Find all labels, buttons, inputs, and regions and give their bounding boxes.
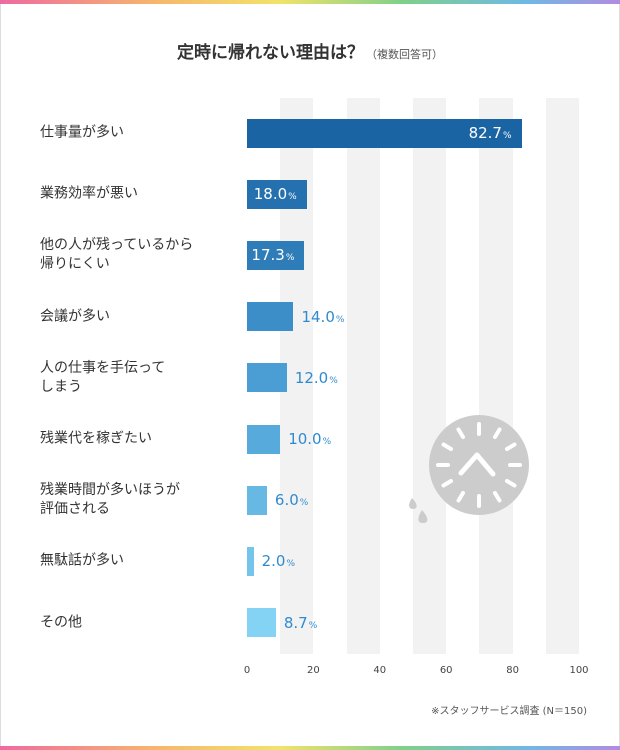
bar — [247, 240, 305, 270]
x-tick-label: 40 — [373, 665, 387, 676]
category-label: 会議が多い — [40, 307, 240, 326]
category-label: 業務効率が悪い — [40, 185, 240, 204]
category-label-line: 業務効率が悪い — [40, 185, 138, 202]
bar-value-label: 10.0% — [288, 430, 331, 448]
bar-value-number: 6.0 — [274, 491, 299, 510]
category-label-line: 人の仕事を手伝って — [40, 359, 166, 376]
category-label-line: 会議が多い — [40, 308, 110, 325]
bar-value-label: 6.0% — [275, 491, 308, 509]
chart-title: 定時に帰れない理由は？ （複数回答可） — [0, 38, 620, 63]
bar-value-unit: % — [329, 375, 338, 386]
category-label-line: 残業時間が多いほうが — [40, 482, 180, 499]
category-label-line: 帰りにくい — [40, 256, 110, 273]
bar-value-number: 82.7 — [468, 124, 502, 142]
category-label: その他 — [40, 613, 240, 632]
bar-value-label: 8.7% — [284, 614, 317, 632]
bar — [247, 118, 522, 148]
category-label-line: その他 — [40, 614, 82, 631]
bottom-accent-stripe — [0, 746, 620, 750]
bar-value-unit: % — [335, 314, 345, 325]
bar — [247, 424, 281, 454]
plot-area: 82.7% 18.0% 17.3% 14.0% 12.0% 10.0% 6.0% 2.0% 8.… — [247, 98, 579, 654]
bar-value-number: 10.0 — [288, 430, 322, 448]
bar-value-unit: % — [286, 559, 296, 570]
bar-value-label: 14.0% — [301, 308, 344, 326]
bar-value-unit: % — [502, 131, 512, 141]
bar-value-number: 12.0 — [294, 368, 329, 387]
clock-icon — [409, 415, 529, 523]
category-label-line: しまう — [40, 378, 82, 395]
x-tick-label: 20 — [307, 665, 320, 676]
chart-title-text: 定時に帰れない理由は？ — [177, 43, 364, 63]
grid-band — [545, 98, 579, 654]
category-label: 他の人が残っているから 帰りにくい — [40, 236, 240, 274]
bar-value-number: 18.0 — [253, 185, 288, 204]
bar-value-label: 12.0% — [295, 369, 338, 387]
bar-value-unit: % — [322, 437, 332, 447]
bar-value-label: 2.0% — [262, 552, 295, 570]
bar-value-unit: % — [308, 620, 318, 631]
category-label: 無駄話が多い — [40, 552, 240, 571]
category-label-line: 評価される — [40, 501, 110, 518]
category-label: 残業代を稼ぎたい — [40, 430, 240, 449]
x-tick-label: 0 — [243, 665, 251, 676]
bar — [247, 546, 254, 576]
top-accent-stripe — [0, 0, 620, 4]
category-label-line: 無駄話が多い — [40, 552, 124, 569]
grid-band — [413, 98, 447, 654]
x-tick-label: 80 — [506, 665, 519, 676]
source-note: ※スタッフサービス調査 (N＝150) — [431, 706, 587, 717]
chart-subtitle: （複数回答可） — [366, 48, 443, 61]
grid-band — [346, 98, 380, 654]
bar — [247, 485, 267, 515]
bar-value-unit: % — [288, 192, 297, 203]
bar-value-number: 2.0 — [261, 552, 286, 571]
bar — [247, 179, 307, 209]
bar — [247, 302, 294, 332]
bar-value-number: 14.0 — [301, 307, 335, 326]
bar-value-unit: % — [285, 253, 295, 264]
category-label-line: 残業代を稼ぎたい — [40, 430, 152, 447]
category-label-line: 他の人が残っているから — [40, 237, 194, 254]
bar-value-label: 18.0% — [254, 185, 297, 203]
bar-value-number: 8.7 — [283, 613, 308, 632]
bar-value-label: 82.7% — [469, 124, 512, 142]
bar-value-unit: % — [299, 498, 309, 509]
bar — [247, 608, 276, 638]
x-tick-label: 60 — [439, 665, 453, 676]
category-label: 人の仕事を手伝って しまう — [40, 359, 240, 397]
category-label-line: 仕事量が多い — [40, 124, 124, 141]
x-tick-label: 100 — [569, 665, 589, 676]
category-label: 仕事量が多い — [40, 124, 240, 143]
category-label: 残業時間が多いほうが 評価される — [40, 481, 240, 519]
bar-value-number: 17.3 — [251, 246, 285, 265]
grid-band — [479, 98, 513, 654]
bar — [247, 363, 287, 393]
bar-value-label: 17.3% — [251, 246, 294, 264]
